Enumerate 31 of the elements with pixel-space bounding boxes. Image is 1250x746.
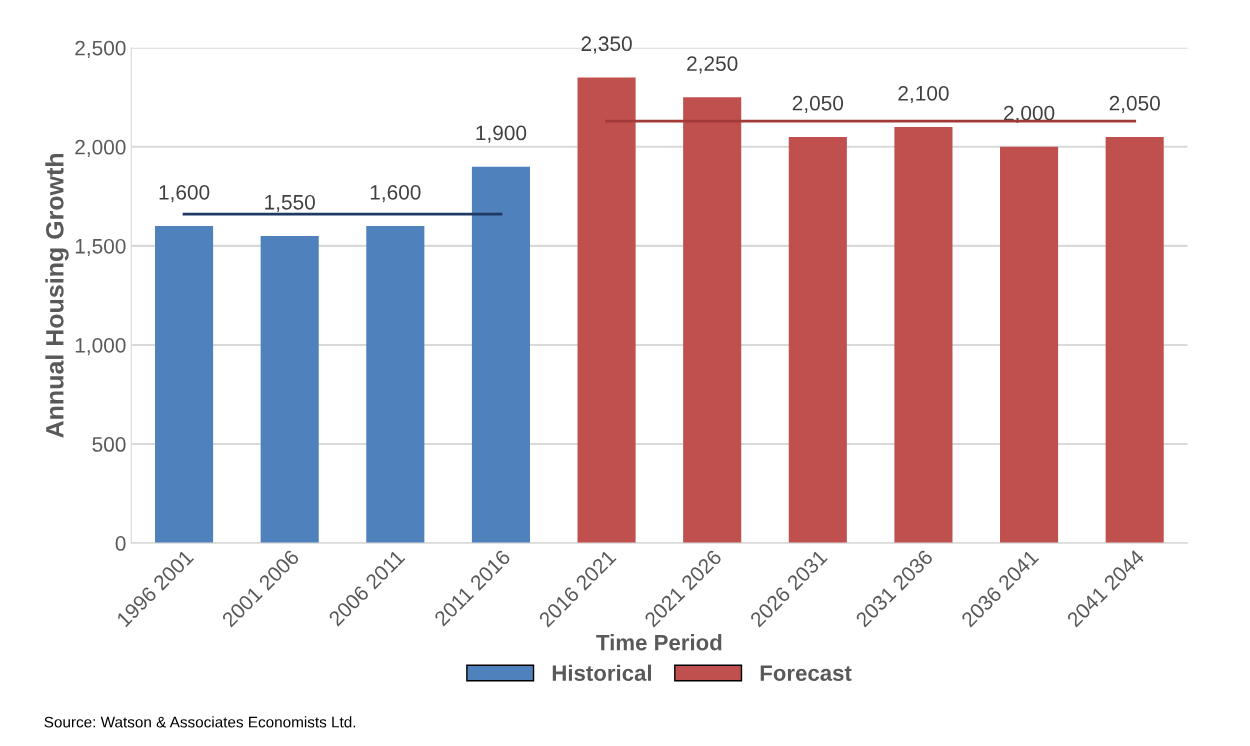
bar — [683, 97, 742, 544]
bar — [1105, 136, 1164, 544]
x-axis-title: Time Period — [596, 634, 722, 651]
y-tick-label: 1,000 — [75, 337, 126, 356]
bar — [155, 226, 214, 544]
bar — [788, 136, 847, 544]
data-label: 2,050 — [1109, 95, 1160, 114]
bar — [471, 166, 530, 544]
bar — [894, 127, 953, 544]
y-tick-label: 1,500 — [75, 238, 126, 257]
y-tick-label: 500 — [92, 437, 126, 452]
y-tick-label: 2,000 — [75, 139, 126, 158]
data-label: 2,000 — [1004, 105, 1055, 123]
data-label: 2,050 — [792, 95, 844, 114]
legend-label: Forecast — [760, 665, 852, 681]
data-label: 1,600 — [159, 184, 210, 203]
legend-label: Historical — [552, 664, 652, 681]
data-label: 1,900 — [476, 125, 527, 143]
bar — [577, 77, 636, 544]
data-label: 1,600 — [370, 184, 421, 203]
y-tick-label: 2,500 — [75, 40, 126, 58]
data-label: 2,100 — [898, 85, 949, 104]
source-note: Source: Watson & Associates Economists Ltd. — [44, 716, 356, 728]
y-tick-label: 0 — [115, 536, 126, 551]
data-label: 2,250 — [687, 56, 738, 74]
y-axis-title: Annual Housing Growth — [45, 153, 69, 438]
bar — [260, 235, 319, 544]
bar — [1000, 146, 1059, 544]
bar — [366, 226, 425, 544]
data-label: 2,350 — [581, 36, 632, 54]
data-label: 1,550 — [265, 194, 315, 213]
